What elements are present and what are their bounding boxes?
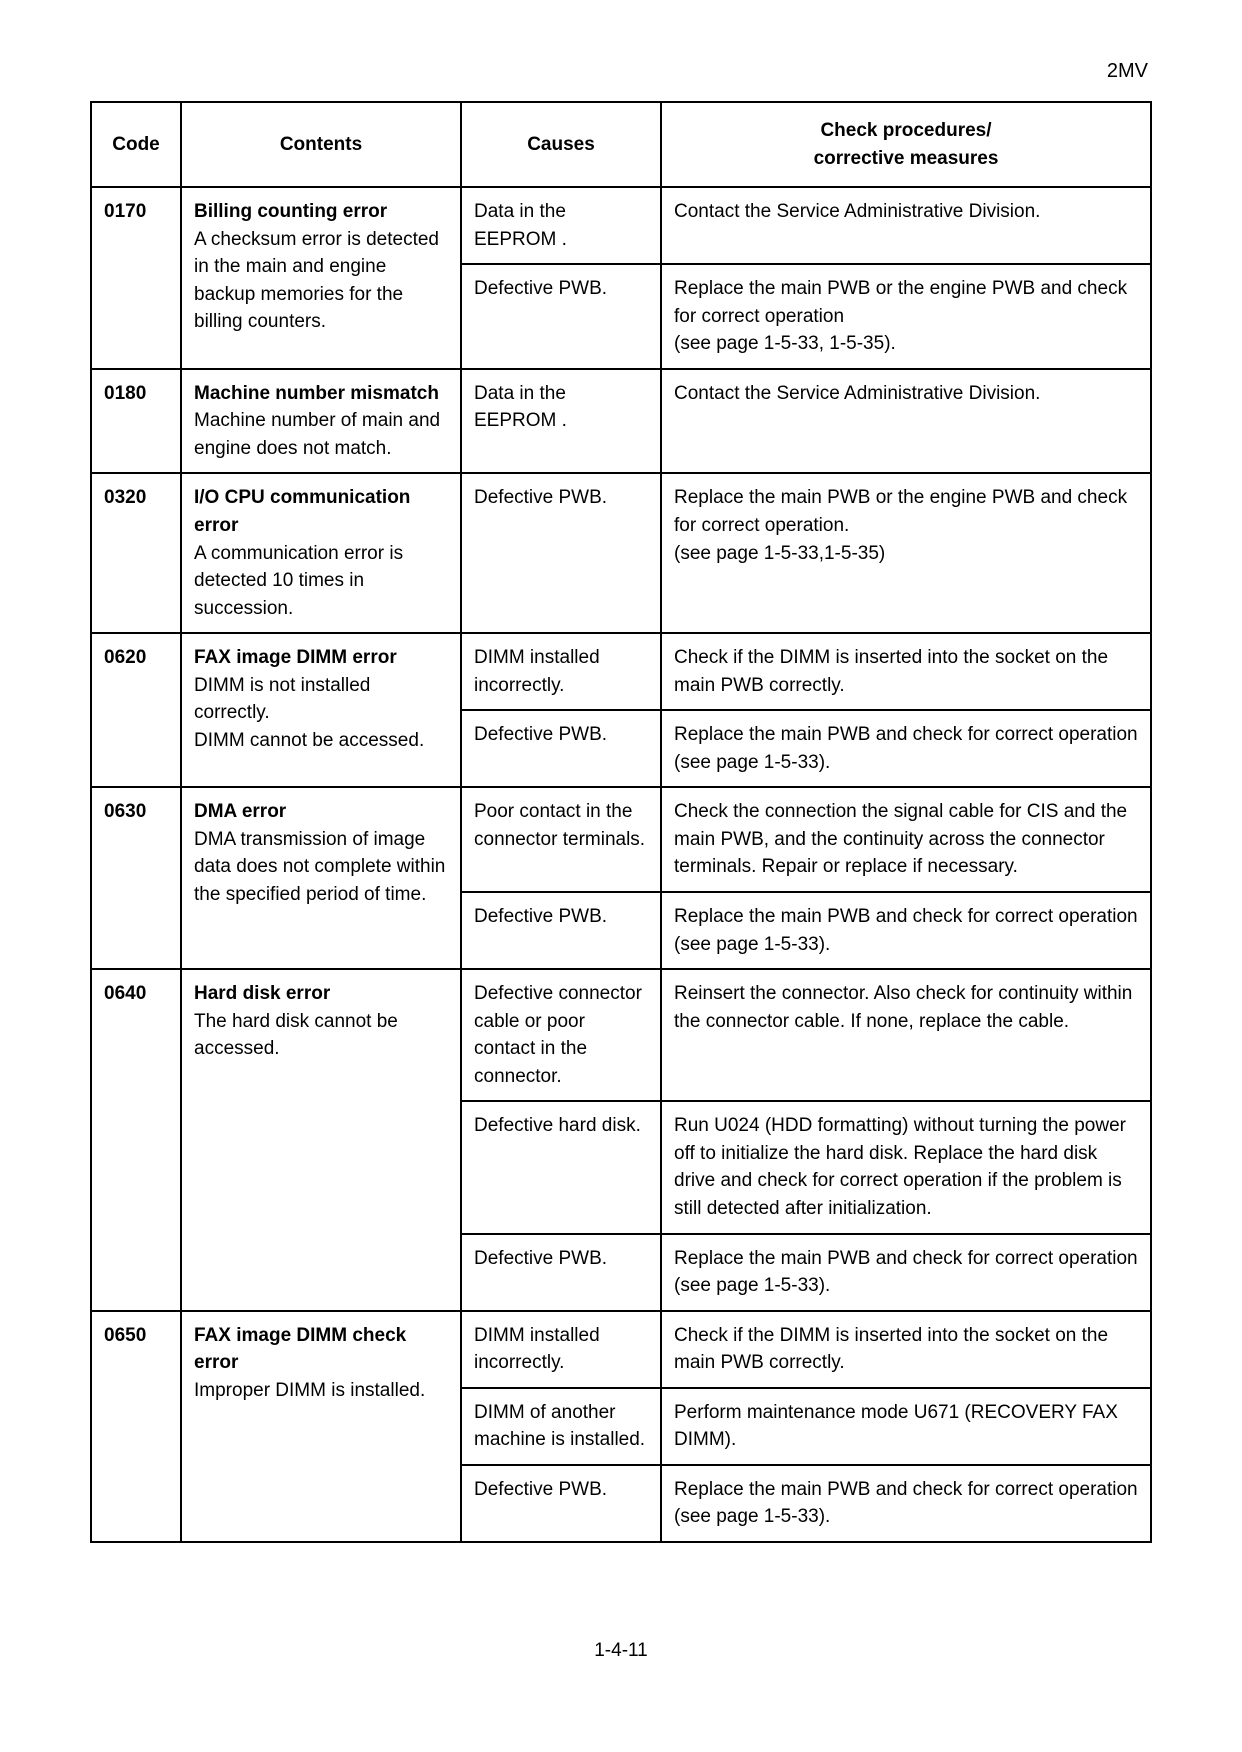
table-row: 0180Machine number mismatchMachine numbe… <box>91 369 1151 474</box>
cause-cell: Defective connector cable or poor contac… <box>461 969 661 1101</box>
code-cell: 0650 <box>91 1311 181 1542</box>
cause-cell: Data in the EEPROM . <box>461 187 661 264</box>
error-code-table: Code Contents Causes Check procedures/ c… <box>90 101 1152 1543</box>
contents-body: DIMM is not installed correctly. DIMM ca… <box>194 672 448 755</box>
check-cell: Replace the main PWB and check for corre… <box>661 710 1151 787</box>
contents-body: A communication error is detected 10 tim… <box>194 540 448 623</box>
contents-body: Machine number of main and engine does n… <box>194 407 448 462</box>
cause-cell: DIMM of another machine is installed. <box>461 1388 661 1465</box>
check-cell: Check if the DIMM is inserted into the s… <box>661 633 1151 710</box>
check-cell: Check if the DIMM is inserted into the s… <box>661 1311 1151 1388</box>
table-row: 0620FAX image DIMM errorDIMM is not inst… <box>91 633 1151 710</box>
check-cell: Replace the main PWB and check for corre… <box>661 892 1151 969</box>
check-cell: Run U024 (HDD formatting) without turnin… <box>661 1101 1151 1233</box>
contents-title: DMA error <box>194 801 286 822</box>
cause-cell: Defective hard disk. <box>461 1101 661 1233</box>
contents-title: Machine number mismatch <box>194 383 439 404</box>
page-number: 1-4-11 <box>0 1640 1242 1662</box>
check-cell: Perform maintenance mode U671 (RECOVERY … <box>661 1388 1151 1465</box>
table-row: 0320I/O CPU communication errorA communi… <box>91 473 1151 633</box>
contents-cell: FAX image DIMM error DIMM is not installe… <box>181 633 461 787</box>
table-row: 0630DMA errorDMA transmission of image d… <box>91 787 1151 892</box>
cause-cell: Data in the EEPROM . <box>461 369 661 474</box>
cause-cell: Defective PWB. <box>461 892 661 969</box>
doc-id: 2MV <box>90 60 1152 83</box>
cause-cell: DIMM installed incorrectly. <box>461 633 661 710</box>
contents-title: Billing counting error <box>194 201 387 222</box>
check-cell: Replace the main PWB or the engine PWB a… <box>661 264 1151 369</box>
code-cell: 0180 <box>91 369 181 474</box>
contents-title: I/O CPU communication error <box>194 487 410 536</box>
contents-title: FAX image DIMM check error <box>194 1325 406 1374</box>
table-header-row: Code Contents Causes Check procedures/ c… <box>91 102 1151 187</box>
contents-cell: Billing counting error A checksum error i… <box>181 187 461 369</box>
cause-cell: Defective PWB. <box>461 710 661 787</box>
code-cell: 0620 <box>91 633 181 787</box>
contents-cell: Machine number mismatch Machine number of… <box>181 369 461 474</box>
contents-cell: DMA error DMA transmission of image data … <box>181 787 461 969</box>
contents-body: The hard disk cannot be accessed. <box>194 1008 448 1063</box>
code-cell: 0640 <box>91 969 181 1310</box>
check-cell: Contact the Service Administrative Divis… <box>661 187 1151 264</box>
contents-body: Improper DIMM is installed. <box>194 1377 448 1405</box>
cause-cell: Defective PWB. <box>461 264 661 369</box>
contents-title: FAX image DIMM error <box>194 647 397 668</box>
header-causes: Causes <box>461 102 661 187</box>
code-cell: 0170 <box>91 187 181 369</box>
contents-body: A checksum error is detected in the main… <box>194 226 448 336</box>
header-contents: Contents <box>181 102 461 187</box>
header-check: Check procedures/ corrective measures <box>661 102 1151 187</box>
check-cell: Replace the main PWB and check for corre… <box>661 1465 1151 1542</box>
cause-cell: Defective PWB. <box>461 1465 661 1542</box>
table-row: 0170Billing counting errorA checksum err… <box>91 187 1151 264</box>
check-cell: Check the connection the signal cable fo… <box>661 787 1151 892</box>
code-cell: 0630 <box>91 787 181 969</box>
contents-cell: Hard disk error The hard disk cannot be a… <box>181 969 461 1310</box>
contents-cell: FAX image DIMM check error Improper DIMM … <box>181 1311 461 1542</box>
cause-cell: DIMM installed incorrectly. <box>461 1311 661 1388</box>
cause-cell: Defective PWB. <box>461 1234 661 1311</box>
check-cell: Reinsert the connector. Also check for c… <box>661 969 1151 1101</box>
code-cell: 0320 <box>91 473 181 633</box>
contents-title: Hard disk error <box>194 983 330 1004</box>
header-code: Code <box>91 102 181 187</box>
check-cell: Replace the main PWB or the engine PWB a… <box>661 473 1151 633</box>
cause-cell: Defective PWB. <box>461 473 661 633</box>
contents-cell: I/O CPU communication errorA communicati… <box>181 473 461 633</box>
table-row: 0650FAX image DIMM check errorImproper D… <box>91 1311 1151 1388</box>
check-cell: Replace the main PWB and check for corre… <box>661 1234 1151 1311</box>
check-cell: Contact the Service Administrative Divis… <box>661 369 1151 474</box>
cause-cell: Poor contact in the connector terminals. <box>461 787 661 892</box>
table-row: 0640Hard disk errorThe hard disk cannot … <box>91 969 1151 1101</box>
contents-body: DMA transmission of image data does not … <box>194 826 448 909</box>
